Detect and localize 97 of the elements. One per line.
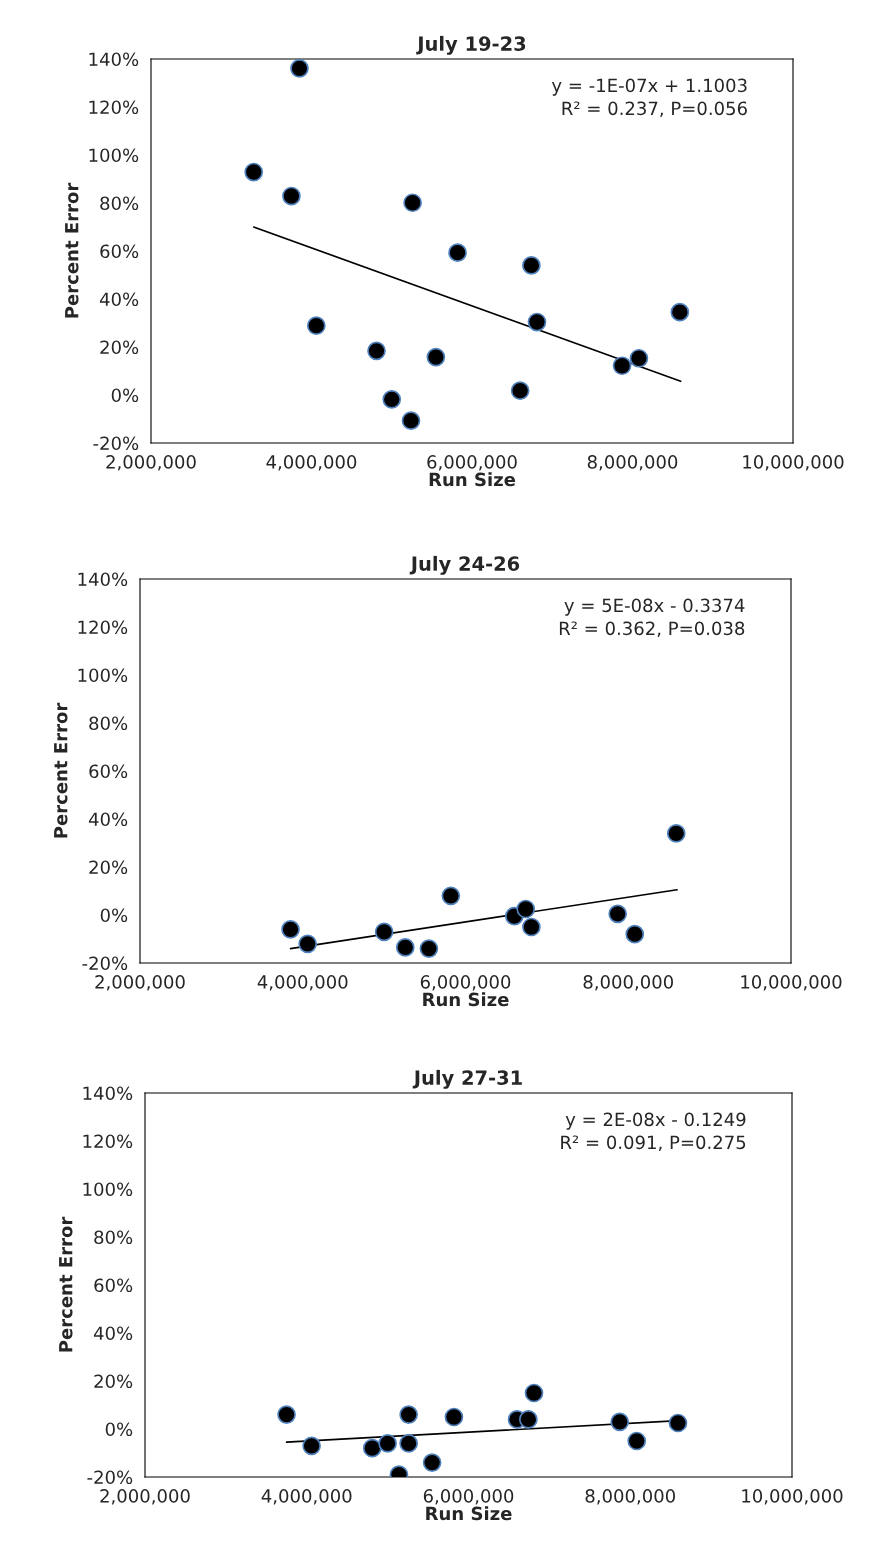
- x-tick-label: 4,000,000: [257, 975, 348, 991]
- chart-title: July 24-26: [409, 555, 520, 575]
- y-tick-label: 60%: [100, 244, 139, 259]
- point: [282, 186, 301, 206]
- x-tick-label: 10,000,000: [741, 975, 842, 991]
- point: [516, 899, 536, 919]
- point: [399, 1405, 418, 1424]
- y-tick-label: 40%: [93, 1326, 133, 1341]
- point: [244, 162, 264, 182]
- point: [367, 341, 386, 361]
- x-axis-title: Run Size: [426, 1506, 512, 1521]
- x-tick-label: 2,000,000: [106, 455, 196, 471]
- point: [670, 302, 690, 322]
- y-tick-label: 80%: [94, 1230, 133, 1245]
- y-tick-label: 100%: [78, 668, 128, 683]
- y-axis-title: Percent Error: [59, 1216, 73, 1352]
- x-tick-label: 8,000,000: [585, 1489, 675, 1505]
- point: [668, 1413, 688, 1433]
- x-tick-label: 4,000,000: [266, 455, 357, 471]
- point: [524, 1383, 544, 1403]
- point: [610, 1412, 630, 1432]
- point: [290, 59, 309, 78]
- y-tick-label: 40%: [88, 812, 128, 827]
- annotation: y = 5E-08x - 0.3374: [564, 598, 745, 616]
- point: [441, 886, 461, 906]
- chart-title: July 19-23: [416, 35, 526, 55]
- point: [395, 938, 415, 957]
- point: [281, 920, 300, 939]
- point: [403, 193, 422, 213]
- point: [401, 411, 421, 431]
- y-tick-label: 80%: [89, 716, 128, 731]
- x-tick-label: 6,000,000: [423, 1489, 514, 1505]
- point: [419, 939, 439, 958]
- y-axis-title: Percent Error: [54, 702, 68, 838]
- x-tick-label: 8,000,000: [583, 975, 673, 991]
- point: [627, 1431, 647, 1451]
- x-axis-title: Run Size: [423, 992, 509, 1007]
- point: [362, 1438, 382, 1458]
- point: [374, 922, 394, 942]
- point: [625, 924, 645, 944]
- point: [302, 1436, 321, 1456]
- y-tick-label: 0%: [111, 388, 139, 403]
- y-axis-title: Percent Error: [65, 182, 79, 318]
- point: [277, 1405, 296, 1424]
- annotation: y = -1E-07x + 1.1003: [551, 78, 747, 96]
- y-tick-label: 60%: [89, 764, 128, 779]
- point: [426, 347, 446, 367]
- y-tick-label: -20%: [93, 436, 139, 451]
- point: [422, 1453, 442, 1472]
- y-tick-label: 120%: [83, 1134, 133, 1149]
- point: [522, 256, 541, 275]
- chart-title: July 27-31: [412, 1069, 522, 1089]
- y-tick-label: 120%: [78, 620, 128, 635]
- point: [382, 389, 402, 409]
- y-tick-label: 0%: [100, 908, 128, 923]
- y-tick-label: 20%: [94, 1374, 133, 1389]
- x-tick-label: 2,000,000: [95, 975, 185, 991]
- annotation: R² = 0.091, P=0.275: [561, 1135, 746, 1151]
- x-tick-label: 10,000,000: [743, 455, 844, 471]
- point: [444, 1407, 464, 1427]
- annotation: R² = 0.237, P=0.056: [562, 101, 747, 117]
- point: [629, 348, 649, 368]
- y-tick-label: 120%: [89, 100, 139, 115]
- annotation: R² = 0.362, P=0.038: [559, 621, 745, 637]
- y-tick-label: 0%: [105, 1422, 133, 1437]
- y-tick-label: 140%: [78, 572, 128, 587]
- point: [306, 316, 326, 335]
- point: [399, 1434, 418, 1453]
- y-tick-label: 100%: [89, 148, 139, 163]
- x-tick-label: 4,000,000: [261, 1489, 352, 1505]
- y-tick-label: 20%: [100, 340, 139, 355]
- point: [612, 356, 632, 376]
- point: [522, 917, 541, 937]
- point: [527, 312, 547, 332]
- x-tick-label: 8,000,000: [587, 455, 678, 471]
- y-tick-label: -20%: [87, 1470, 133, 1485]
- annotation: y = 2E-08x - 0.1249: [565, 1112, 746, 1130]
- y-tick-label: 140%: [89, 52, 139, 67]
- x-tick-label: 2,000,000: [100, 1489, 190, 1505]
- x-axis-title: Run Size: [429, 472, 516, 487]
- x-tick-label: 6,000,000: [420, 975, 511, 991]
- x-tick-label: 10,000,000: [742, 1489, 843, 1505]
- point: [298, 934, 317, 954]
- y-tick-label: -20%: [82, 956, 128, 971]
- point: [510, 381, 530, 401]
- point: [378, 1434, 397, 1453]
- x-tick-label: 6,000,000: [427, 455, 517, 471]
- y-tick-label: 100%: [83, 1182, 133, 1197]
- y-tick-label: 60%: [94, 1278, 133, 1293]
- point: [666, 824, 686, 843]
- point: [448, 243, 467, 263]
- y-tick-label: 40%: [99, 292, 139, 307]
- point: [608, 904, 628, 924]
- y-tick-label: 80%: [100, 196, 139, 211]
- y-tick-label: 20%: [89, 860, 128, 875]
- point: [519, 1410, 538, 1429]
- y-tick-label: 140%: [83, 1086, 133, 1101]
